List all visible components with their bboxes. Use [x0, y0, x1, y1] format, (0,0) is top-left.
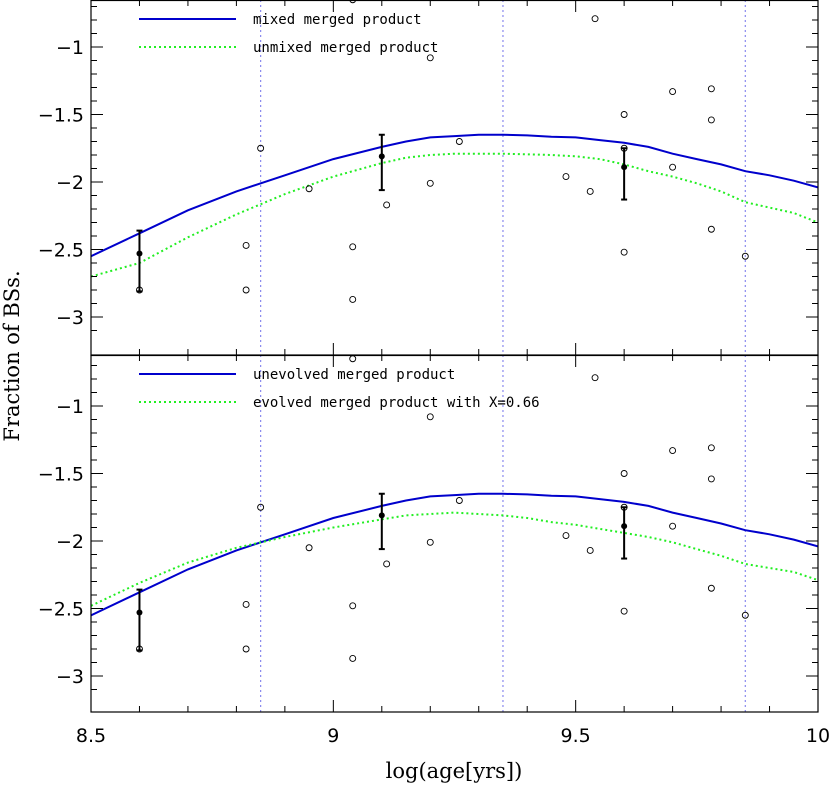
- open-point: [562, 532, 570, 540]
- y-axis-title: Fraction of BSs.: [0, 270, 24, 441]
- legend-label: mixed merged product: [253, 12, 422, 28]
- open-point: [349, 602, 357, 610]
- open-point: [620, 470, 628, 477]
- legend-label: unevolved merged product: [253, 367, 455, 383]
- open-point: [669, 88, 677, 96]
- open-point: [242, 601, 250, 608]
- dotted-series-line: [91, 511, 818, 607]
- open-point: [257, 503, 265, 511]
- open-point: [707, 584, 715, 592]
- open-point: [669, 163, 677, 171]
- open-point: [305, 544, 313, 552]
- open-point: [707, 225, 715, 233]
- y-tick-label: −1: [56, 396, 84, 418]
- open-point: [741, 611, 749, 619]
- observation-point: [378, 512, 385, 519]
- open-point: [349, 243, 357, 251]
- y-tick-label: −3: [56, 307, 84, 329]
- x-tick-label: 10: [806, 725, 830, 747]
- open-point: [707, 444, 715, 452]
- open-point: [591, 374, 599, 382]
- open-point: [455, 138, 463, 145]
- plot-area: [91, 0, 818, 355]
- solid-series-line: [91, 492, 818, 617]
- open-point: [349, 0, 357, 4]
- observation-point: [378, 153, 385, 160]
- y-tick-label: −3: [56, 666, 84, 688]
- open-point: [669, 522, 677, 530]
- open-point: [383, 560, 391, 568]
- open-point: [305, 185, 313, 193]
- solid-series-line: [91, 133, 818, 258]
- observation-point: [621, 523, 628, 530]
- open-point: [242, 645, 250, 653]
- open-point: [242, 241, 250, 249]
- y-tick-label: −2.5: [38, 599, 84, 621]
- plot-area: [91, 355, 818, 712]
- open-point: [349, 296, 357, 303]
- open-point: [426, 538, 434, 546]
- observation-point: [136, 250, 143, 257]
- axes: 8.5 9 9.5 10: [76, 725, 830, 747]
- y-tick-label: −2.5: [38, 240, 84, 262]
- legend-label: unmixed merged product: [253, 40, 438, 56]
- open-point: [586, 547, 594, 554]
- dotted-series-line: [91, 152, 818, 278]
- top-panel: mixed merged product unmixed merged produ…: [38, 0, 819, 356]
- open-point: [741, 252, 749, 260]
- open-point: [349, 355, 357, 363]
- y-tick-label: −2: [56, 531, 84, 553]
- x-tick-label: 9.5: [561, 725, 591, 747]
- open-point: [707, 116, 715, 124]
- open-point: [707, 475, 715, 483]
- open-point: [455, 497, 463, 504]
- open-point: [257, 144, 265, 152]
- open-point: [242, 286, 250, 294]
- legend-label: evolved merged product with X=0.66: [253, 395, 540, 411]
- open-point: [586, 187, 594, 195]
- y-tick-label: −1.5: [38, 464, 84, 486]
- open-point: [383, 201, 391, 209]
- open-point: [620, 607, 628, 615]
- panel-frame: [90, 354, 819, 713]
- open-point: [707, 85, 715, 93]
- open-point: [426, 179, 434, 187]
- open-point: [620, 248, 628, 256]
- y-tick-label: −2: [56, 172, 84, 194]
- open-point: [426, 54, 434, 62]
- panel-frame: [90, 0, 819, 356]
- x-axis-title: log(age[yrs]): [386, 759, 523, 783]
- x-tick-label: 8.5: [76, 725, 106, 747]
- observation-point: [136, 609, 143, 616]
- y-tick-label: −1: [56, 37, 84, 59]
- open-point: [349, 655, 357, 662]
- x-tick-label: 9: [327, 725, 339, 747]
- open-point: [591, 15, 599, 23]
- open-point: [562, 173, 570, 181]
- open-point: [426, 413, 434, 421]
- y-tick-label: −1.5: [38, 105, 84, 127]
- observation-point: [621, 164, 628, 171]
- bottom-panel: unevolved merged product evolved merged p…: [38, 354, 819, 713]
- open-point: [669, 447, 677, 454]
- open-point: [620, 111, 628, 118]
